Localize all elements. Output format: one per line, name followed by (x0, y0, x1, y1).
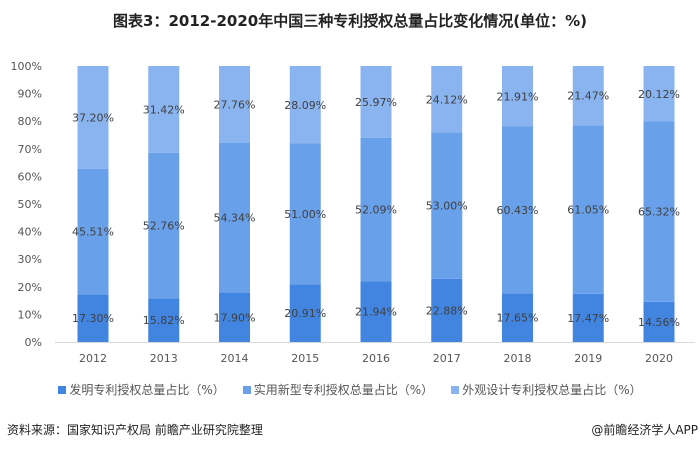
y-tick-label: 100% (11, 60, 42, 73)
y-tick-label: 30% (18, 253, 42, 266)
legend-label: 发明专利授权总量占比（%） (69, 383, 225, 397)
credit-note: @前瞻经济学人APP (591, 423, 698, 437)
data-label: 20.91% (284, 307, 326, 320)
bar-segment (219, 142, 250, 293)
bar-segment (572, 125, 604, 294)
y-tick-label: 40% (18, 226, 42, 239)
legend-label: 实用新型专利授权总量占比（%） (253, 383, 434, 397)
data-label: 21.91% (497, 90, 539, 103)
x-tick-label: 2016 (362, 352, 390, 365)
bar-segment (148, 298, 180, 342)
data-label: 45.51% (72, 225, 114, 238)
data-label: 31.42% (143, 103, 185, 116)
bar-segment (643, 66, 675, 122)
y-tick-label: 90% (18, 88, 42, 101)
data-label: 24.12% (426, 93, 468, 106)
legend-swatch (58, 385, 67, 394)
x-tick-label: 2014 (221, 352, 249, 365)
bar-segment (219, 292, 250, 342)
bar-segment (77, 65, 109, 169)
chart-title: 图表3：2012-2020年中国三种专利授权总量占比变化情况(单位：%) (113, 12, 587, 30)
y-tick-label: 50% (18, 198, 42, 211)
legend-item: 发明专利授权总量占比（%） (58, 381, 225, 398)
bar-segment (502, 126, 533, 294)
bar-segment (360, 137, 392, 282)
bar-segment (643, 121, 675, 302)
y-tick-label: 60% (18, 170, 42, 183)
data-label: 21.94% (355, 306, 397, 319)
bar-segment (360, 66, 392, 138)
data-label: 52.09% (355, 204, 397, 217)
y-tick-label: 70% (18, 143, 42, 156)
data-label: 17.65% (497, 312, 539, 325)
bar-segment (572, 293, 604, 342)
y-tick-label: 80% (18, 115, 42, 128)
bar-segment (502, 293, 533, 342)
data-label: 14.56% (638, 316, 680, 329)
x-tick-label: 2013 (150, 352, 178, 365)
data-label: 51.00% (284, 208, 326, 221)
data-label: 27.76% (214, 98, 256, 111)
data-label: 17.30% (72, 312, 114, 325)
y-tick-label: 20% (18, 281, 42, 294)
x-tick-label: 2019 (574, 352, 602, 365)
data-label: 54.34% (214, 212, 256, 225)
bar-segment (289, 66, 321, 144)
data-label: 28.09% (284, 99, 326, 112)
x-tick-label: 2018 (504, 352, 532, 365)
x-tick-label: 2015 (291, 352, 319, 365)
bar-segment (572, 66, 604, 126)
legend-item: 实用新型专利授权总量占比（%） (242, 381, 434, 398)
legend-label: 外观设计专利授权总量占比（%） (462, 383, 642, 397)
data-label: 20.12% (638, 88, 680, 101)
bar-segment (431, 66, 463, 133)
source-note: 资料来源：国家知识产权局 前瞻产业研究院整理 (7, 423, 263, 437)
x-tick-label: 2012 (79, 352, 107, 365)
data-label: 15.82% (143, 314, 185, 327)
y-tick-label: 10% (18, 308, 42, 321)
bar-segment (643, 301, 675, 342)
legend-item: 外观设计专利授权总量占比（%） (451, 381, 642, 398)
data-label: 21.47% (567, 90, 609, 103)
legend-swatch (242, 385, 251, 394)
x-tick-label: 2020 (645, 352, 673, 365)
bar-segment (77, 294, 109, 342)
bar-segment (431, 132, 463, 279)
bar-segment (148, 152, 180, 299)
data-label: 61.05% (567, 204, 609, 217)
bar-segment (431, 278, 463, 342)
data-label: 17.47% (567, 312, 609, 325)
legend-swatch (451, 385, 460, 394)
bar-segment (360, 281, 392, 342)
data-label: 60.43% (497, 204, 539, 217)
data-label: 52.76% (143, 220, 185, 233)
data-label: 37.20% (72, 111, 114, 124)
x-tick-label: 2017 (433, 352, 461, 365)
bar-segment (219, 66, 250, 143)
bar-segment (148, 66, 180, 153)
bar-segment (289, 284, 321, 342)
bar-segment (502, 66, 533, 127)
data-label: 25.97% (355, 96, 397, 109)
bar-segment (289, 143, 321, 285)
data-label: 65.32% (638, 206, 680, 219)
data-label: 17.90% (214, 311, 256, 324)
stacked-bar-chart: 0% 10% 20% 30% 40% 50% 60% 70% 80% 90% 100% 17.30% 4… (11, 60, 695, 365)
y-tick-label: 0% (25, 336, 42, 349)
data-label: 53.00% (426, 200, 468, 213)
data-label: 22.88% (426, 304, 468, 317)
bar-segment (77, 168, 109, 295)
legend: 发明专利授权总量占比（%） 实用新型专利授权总量占比（%） 外观设计专利授权总量占比… (0, 381, 700, 398)
